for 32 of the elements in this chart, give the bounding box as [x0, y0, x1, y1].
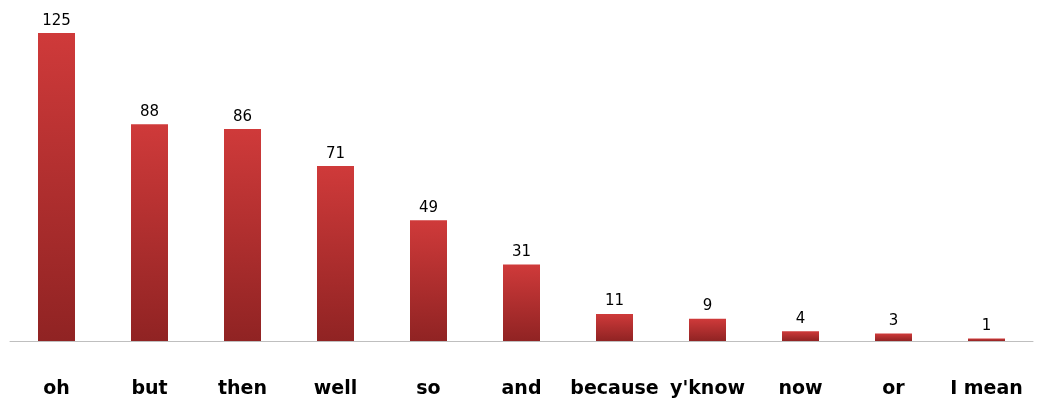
- data-label: 3: [888, 311, 899, 330]
- data-label: 1: [981, 316, 992, 335]
- bar: [38, 33, 75, 341]
- data-label: 125: [42, 10, 71, 29]
- data-label: 4: [795, 308, 806, 327]
- x-tick-label: so: [416, 375, 441, 398]
- data-label: 9: [702, 296, 713, 315]
- bar: [503, 264, 540, 341]
- x-tick-label: well: [313, 375, 358, 398]
- data-label: 49: [418, 197, 439, 216]
- x-tick-label: because: [570, 375, 659, 398]
- bar: [224, 129, 261, 341]
- data-label: 11: [604, 291, 625, 310]
- x-tick-label: now: [778, 375, 823, 398]
- x-tick-label: oh: [43, 375, 70, 398]
- data-label: 31: [511, 242, 532, 261]
- bar: [317, 166, 354, 341]
- data-label: 88: [139, 101, 160, 120]
- bar: [875, 333, 912, 341]
- bar: [410, 220, 447, 341]
- bar: [596, 313, 633, 341]
- x-tick-label: I mean: [950, 375, 1023, 398]
- bar: [782, 331, 819, 341]
- x-tick-label: but: [131, 375, 168, 398]
- bar: [131, 124, 168, 341]
- data-label: 86: [232, 106, 253, 125]
- x-tick-label: and: [501, 375, 542, 398]
- x-tick-label: or: [882, 375, 906, 398]
- bar: [689, 318, 726, 341]
- x-tick-label: y'know: [670, 375, 745, 398]
- x-tick-label: then: [217, 375, 268, 398]
- data-label: 71: [325, 143, 346, 162]
